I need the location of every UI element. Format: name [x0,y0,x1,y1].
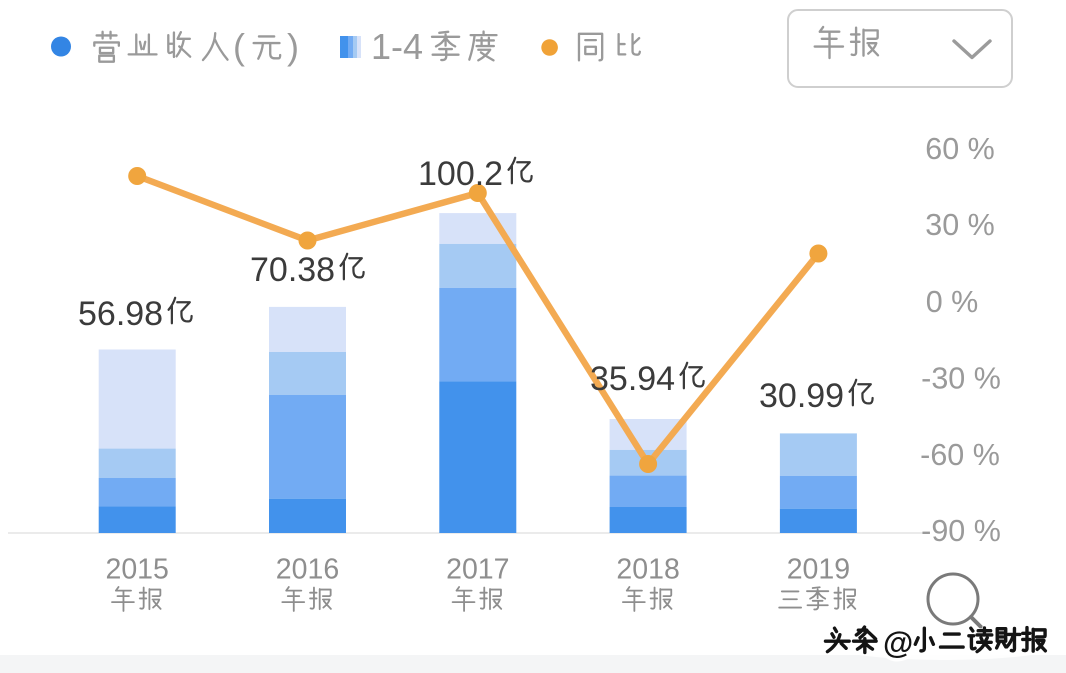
svg-text:@: @ [883,625,913,660]
svg-text:60 %: 60 % [925,132,995,166]
svg-text:0 %: 0 % [926,285,979,319]
svg-text:-60 %: -60 % [920,438,1000,472]
svg-text:2019: 2019 [787,554,850,586]
svg-text:2016: 2016 [276,554,339,586]
svg-text:2015: 2015 [105,554,168,586]
svg-text:-90 %: -90 % [921,514,1001,548]
svg-text:30 %: 30 % [925,208,995,242]
svg-text:): ) [287,26,299,67]
svg-text:(: ( [233,26,245,67]
svg-text:2018: 2018 [616,554,679,586]
svg-text:56.98: 56.98 [78,295,163,333]
svg-text:2017: 2017 [446,554,509,586]
svg-text:30.99: 30.99 [759,377,844,415]
svg-text:100.2: 100.2 [418,155,503,193]
svg-text:70.38: 70.38 [250,251,335,289]
svg-text:-30 %: -30 % [921,362,1001,396]
svg-text:1-4: 1-4 [371,26,423,67]
svg-text:35.94: 35.94 [590,360,675,398]
svg-text:@: @ [883,625,913,660]
